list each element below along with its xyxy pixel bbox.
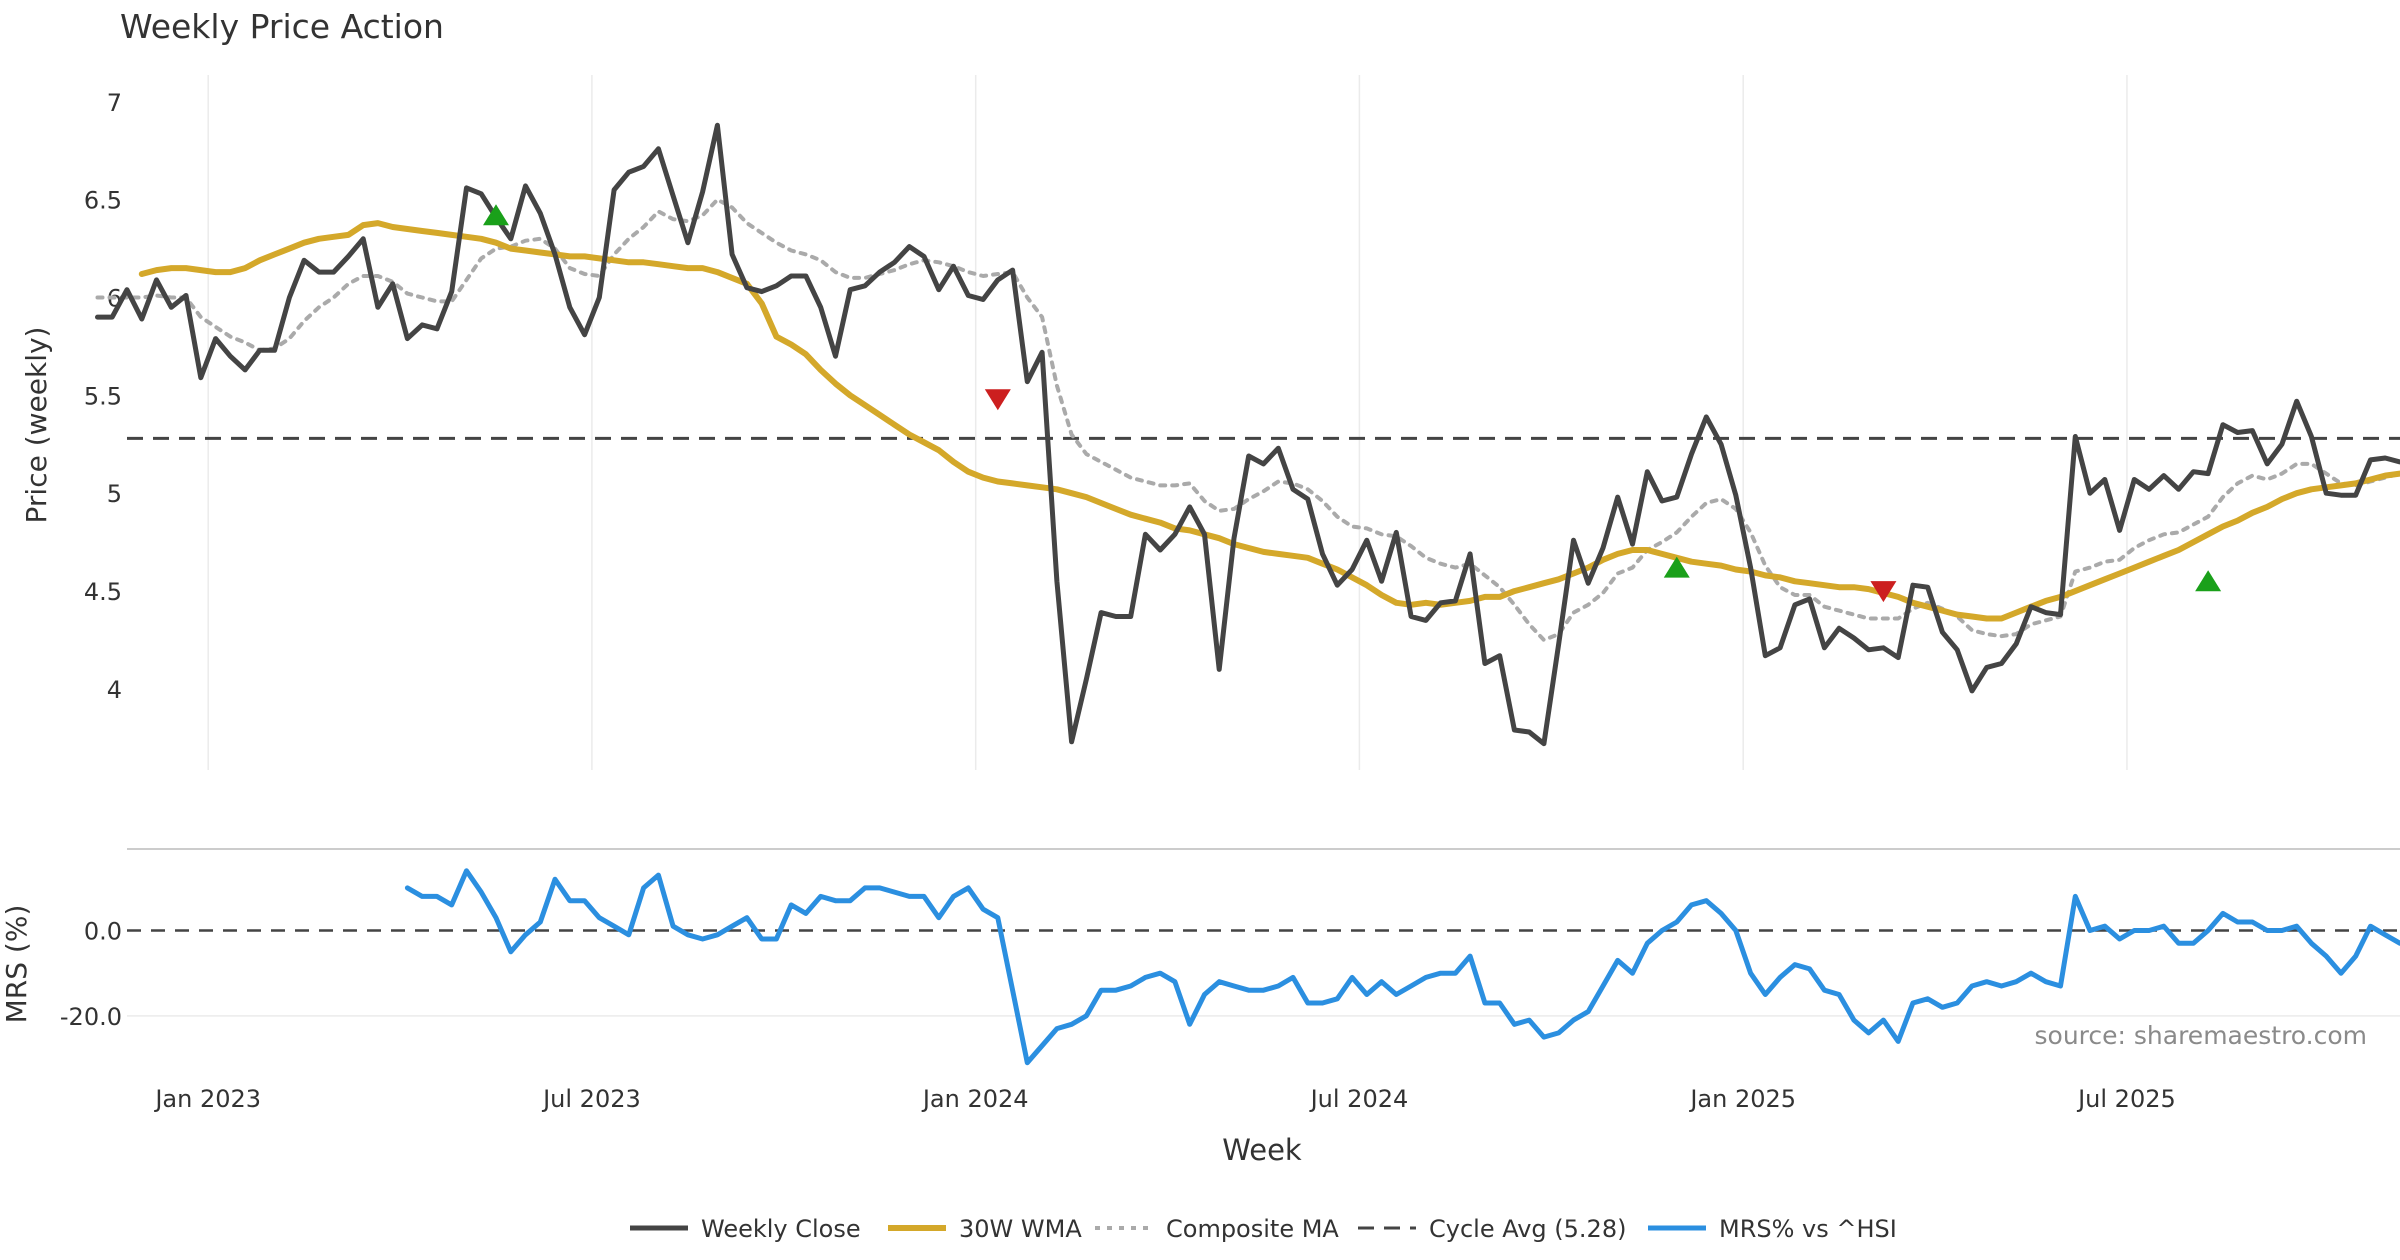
legend-label: 30W WMA (959, 1215, 1082, 1243)
price-panel: 44.555.566.57 Price (weekly) (20, 89, 2400, 747)
sell-signal-marker (984, 389, 1011, 411)
x-tick-label: Jan 2025 (1688, 1085, 1796, 1113)
x-tick-label: Jul 2024 (1309, 1085, 1409, 1113)
price-y-tick-label: 7 (107, 89, 122, 117)
chart-title: Weekly Price Action (120, 7, 444, 46)
x-tick-label: Jul 2023 (541, 1085, 641, 1113)
x-axis-ticks: Jan 2023 Jul 2023 Jan 2024 Jul 2024 Jan 2025… (153, 1085, 2175, 1113)
mrs-y-ticks: -20.0 0.0 (60, 918, 2400, 1031)
legend-label: Weekly Close (701, 1215, 861, 1243)
price-y-ticks: 44.555.566.57 (84, 89, 122, 704)
x-axis-label: Week (1222, 1133, 1302, 1167)
vertical-gridlines (207, 75, 2128, 770)
legend: Weekly Close 30W WMA Composite MA Cycle Avg… (630, 1215, 1897, 1243)
legend-label: Composite MA (1166, 1215, 1339, 1243)
x-tick-label: Jan 2023 (153, 1085, 261, 1113)
x-tick-label: Jul 2025 (2076, 1085, 2176, 1113)
buy-signal-marker (482, 204, 509, 226)
mrs-line (404, 868, 2400, 1066)
price-y-axis-label: Price (weekly) (20, 327, 53, 524)
mrs-y-tick-label: -20.0 (60, 1003, 122, 1031)
price-y-tick-label: 5 (107, 480, 122, 508)
price-y-tick-label: 6.5 (84, 187, 122, 215)
price-y-tick-label: 5.5 (84, 382, 122, 410)
price-y-tick-label: 4 (107, 676, 122, 704)
composite-ma-line (95, 197, 2400, 642)
price-series (95, 122, 2400, 747)
weekly-close-line (95, 122, 2400, 747)
buy-signal-marker (2195, 570, 2222, 592)
source-note: source: sharemaestro.com (2035, 1021, 2368, 1050)
mrs-y-axis-label: MRS (%) (0, 905, 33, 1024)
wma-30w-line (138, 220, 2400, 622)
legend-label: Cycle Avg (5.28) (1429, 1215, 1626, 1243)
signal-markers (482, 204, 2222, 603)
buy-signal-marker (1663, 556, 1690, 578)
mrs-series (404, 868, 2400, 1066)
mrs-panel: -20.0 0.0 MRS (%) source: sharemaestro.co… (0, 868, 2400, 1066)
price-y-tick-label: 4.5 (84, 578, 122, 606)
x-tick-label: Jan 2024 (921, 1085, 1029, 1113)
mrs-y-tick-label: 0.0 (84, 918, 122, 946)
sell-signal-marker (1870, 581, 1897, 603)
legend-label: MRS% vs ^HSI (1719, 1215, 1897, 1243)
